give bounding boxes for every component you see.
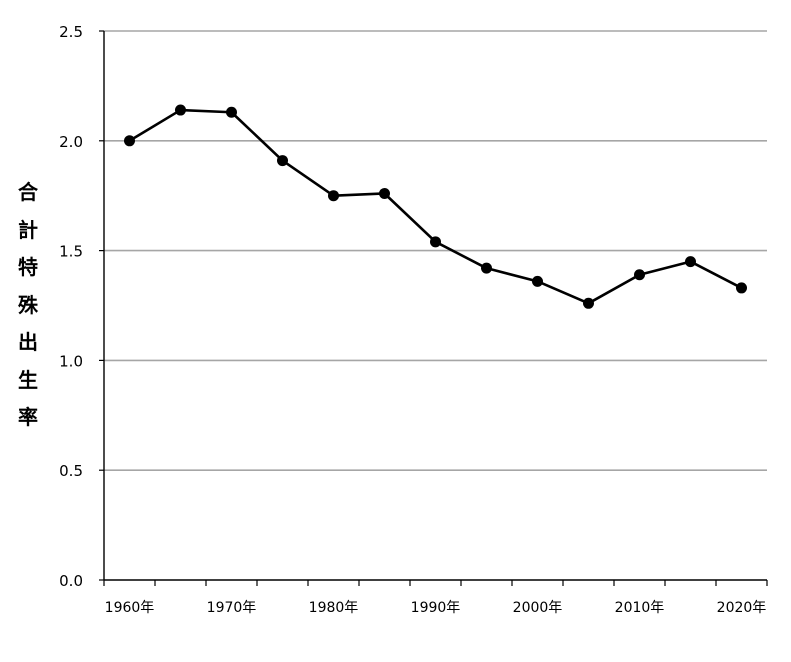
data-point bbox=[277, 155, 288, 167]
y-axis-label-char: 率 bbox=[18, 405, 38, 429]
y-axis-label-char: 生 bbox=[18, 367, 38, 392]
y-tick-label: 1.5 bbox=[59, 243, 83, 261]
x-tick-label: 1970年 bbox=[207, 600, 257, 616]
y-tick-label: 1.0 bbox=[59, 352, 83, 370]
y-tick-label: 0.5 bbox=[59, 462, 83, 480]
data-point bbox=[736, 282, 747, 294]
data-point bbox=[685, 256, 696, 268]
data-point bbox=[532, 275, 543, 287]
y-tick-label: 0.0 bbox=[59, 572, 83, 590]
data-point bbox=[583, 297, 594, 309]
y-axis-label: 合計特殊出生率 bbox=[14, 174, 42, 437]
x-tick-label: 1990年 bbox=[411, 600, 461, 616]
x-tick-label: 1980年 bbox=[309, 600, 359, 616]
x-tick-label: 2020年 bbox=[717, 600, 767, 616]
data-point bbox=[634, 269, 645, 281]
y-axis-label-char: 特 bbox=[18, 255, 38, 279]
series-line bbox=[128, 108, 743, 305]
data-point bbox=[481, 262, 492, 274]
x-tick-label: 1960年 bbox=[105, 600, 155, 616]
data-point bbox=[328, 190, 339, 202]
data-point bbox=[124, 135, 135, 147]
x-tick-label: 2000年 bbox=[513, 600, 563, 616]
data-point bbox=[226, 106, 237, 118]
y-tick-label: 2.0 bbox=[59, 133, 83, 151]
y-axis-label-char: 出 bbox=[18, 330, 38, 354]
y-axis-label-char: 合 bbox=[18, 180, 38, 204]
y-axis-label-char: 計 bbox=[18, 217, 38, 242]
y-tick-label: 2.5 bbox=[59, 23, 83, 41]
x-tick-label: 2010年 bbox=[615, 600, 665, 616]
data-point bbox=[379, 188, 390, 200]
data-point bbox=[430, 236, 441, 248]
y-axis-label-char: 殊 bbox=[18, 292, 38, 317]
data-point bbox=[175, 104, 186, 116]
